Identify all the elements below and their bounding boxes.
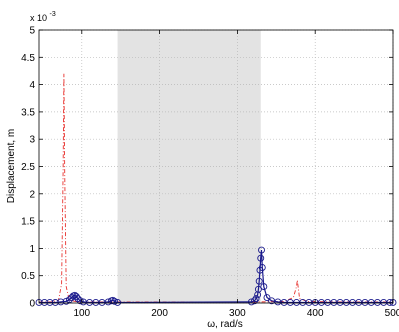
x-tick-label: 100 [73, 308, 90, 319]
data-point-marker [252, 295, 260, 303]
series-line-markers [39, 249, 393, 304]
data-point-marker [76, 297, 84, 305]
y-tick-label: 2 [29, 189, 35, 200]
y-tick-label: 5 [29, 26, 35, 37]
y-axis-label: Displacement, m [6, 129, 17, 203]
y-tick-label: 3.5 [21, 107, 35, 118]
data-point-marker [257, 254, 265, 262]
data-point-marker [254, 285, 262, 293]
y-tick-label: 0.5 [21, 271, 35, 282]
data-point-marker [255, 277, 263, 285]
data-point-marker [114, 299, 122, 306]
data-point-marker [40, 299, 48, 306]
data-point-marker [258, 246, 265, 254]
x-tick-label: 400 [307, 308, 324, 319]
y-tick-label: 4.5 [21, 53, 35, 64]
data-point-marker [251, 297, 258, 305]
x-tick-label: 200 [151, 308, 168, 319]
y-tick-label: 1 [29, 244, 35, 255]
y-tick-label: 1.5 [21, 217, 35, 228]
y-tick-label: 3 [29, 135, 35, 146]
data-point-marker [263, 294, 271, 301]
data-point-marker [260, 283, 268, 291]
data-point-marker [72, 292, 80, 300]
data-point-marker [46, 299, 54, 306]
x-tick-label: 500 [385, 308, 399, 319]
axes-layer: 100 200 300 400 500 0 0.5 1 1.5 2 2.5 3 3.5 4 4.5 5 [21, 26, 399, 320]
data-point-marker [258, 264, 266, 271]
y-tick-label: 0 [29, 299, 35, 310]
y-multiplier-exponent: -3 [50, 11, 56, 18]
labels-layer: Displacement, m ω, rad/s x 10 -3 [6, 11, 243, 330]
data-point-marker [57, 298, 65, 306]
y-tick-label: 4 [29, 80, 35, 91]
data-point-marker [51, 299, 59, 306]
y-tick-label: 2.5 [21, 162, 35, 173]
data-point-marker [247, 298, 255, 306]
y-multiplier-base: x 10 [30, 13, 47, 23]
data-point-marker [111, 297, 118, 305]
x-tick-label: 300 [229, 308, 246, 319]
data-point-marker [74, 295, 82, 303]
y-multiplier: x 10 -3 [30, 11, 56, 23]
x-axis-label: ω, rad/s [207, 319, 243, 330]
data-point-marker [254, 291, 262, 299]
